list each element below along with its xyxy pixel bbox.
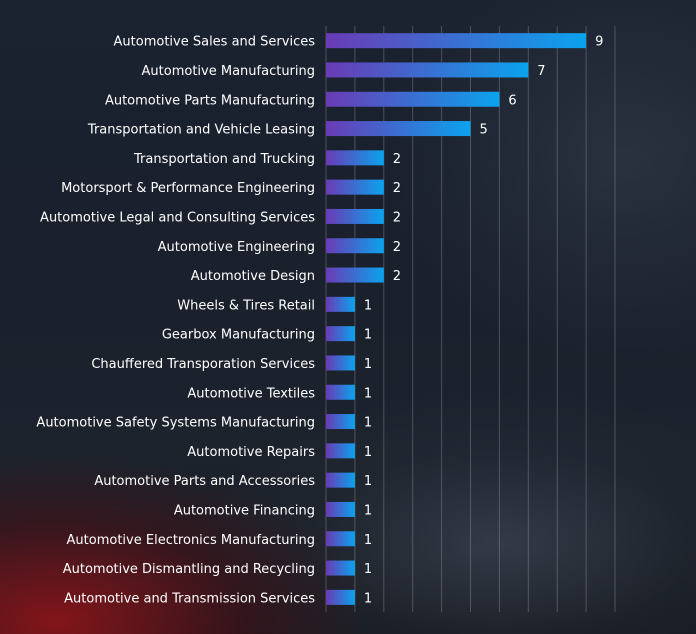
value-label: 1 [364,562,372,577]
category-label: Automotive Engineering [158,240,315,255]
category-label: Automotive Parts and Accessories [94,474,315,489]
value-label: 5 [480,123,488,138]
value-label: 1 [364,416,372,431]
bar-3 [326,121,471,137]
bar-5 [326,179,384,195]
value-label: 1 [364,503,372,518]
value-label: 1 [364,445,372,460]
category-label: Automotive Sales and Services [114,35,316,50]
value-label: 1 [364,474,372,489]
value-label: 6 [508,93,516,108]
bar-15 [326,472,355,488]
value-label: 2 [393,269,401,284]
value-label: 9 [595,35,603,50]
bar-4 [326,150,384,166]
bar-10 [326,326,355,342]
bars [326,33,587,605]
bar-13 [326,414,355,430]
value-labels: 9 7 6 5 2 2 2 2 2 1 1 1 1 1 1 1 1 1 1 1 [364,35,603,607]
bar-14 [326,443,355,459]
value-label: 1 [364,298,372,313]
category-label: Wheels & Tires Retail [177,298,315,313]
bar-11 [326,355,355,371]
category-label: Automotive Textiles [187,386,315,401]
category-label: Automotive Repairs [187,445,315,460]
bar-0 [326,33,587,49]
bar-8 [326,267,384,283]
category-label: Automotive Manufacturing [142,64,315,79]
value-label: 2 [393,152,401,167]
bar-18 [326,560,355,576]
bar-16 [326,501,355,517]
category-label: Motorsport & Performance Engineering [61,181,315,196]
value-label: 1 [364,328,372,343]
category-label: Automotive Legal and Consulting Services [40,210,315,225]
category-label: Automotive Design [191,269,315,284]
bar-6 [326,208,384,224]
bar-7 [326,238,384,254]
category-label: Transportation and Vehicle Leasing [87,123,315,138]
bar-9 [326,296,355,312]
value-label: 2 [393,210,401,225]
category-labels: Automotive Sales and Services Automotive … [36,35,315,607]
bar-19 [326,589,355,605]
bar-17 [326,531,355,547]
category-label: Automotive Electronics Manufacturing [67,533,315,548]
value-label: 1 [364,357,372,372]
category-label: Transportation and Trucking [133,152,315,167]
gridlines [325,26,616,612]
value-label: 1 [364,533,372,548]
category-label: Automotive Safety Systems Manufacturing [36,416,315,431]
value-label: 1 [364,591,372,606]
bar-12 [326,384,355,400]
value-label: 7 [537,64,545,79]
category-label: Automotive Parts Manufacturing [105,93,315,108]
category-label: Automotive Financing [174,503,315,518]
bar-1 [326,62,529,78]
value-label: 1 [364,386,372,401]
value-label: 2 [393,240,401,255]
category-label: Chauffered Transporation Services [91,357,315,372]
value-label: 2 [393,181,401,196]
bar-2 [326,91,500,107]
category-label: Automotive Dismantling and Recycling [63,562,315,577]
category-label: Gearbox Manufacturing [162,328,315,343]
category-label: Automotive and Transmission Services [64,591,315,606]
